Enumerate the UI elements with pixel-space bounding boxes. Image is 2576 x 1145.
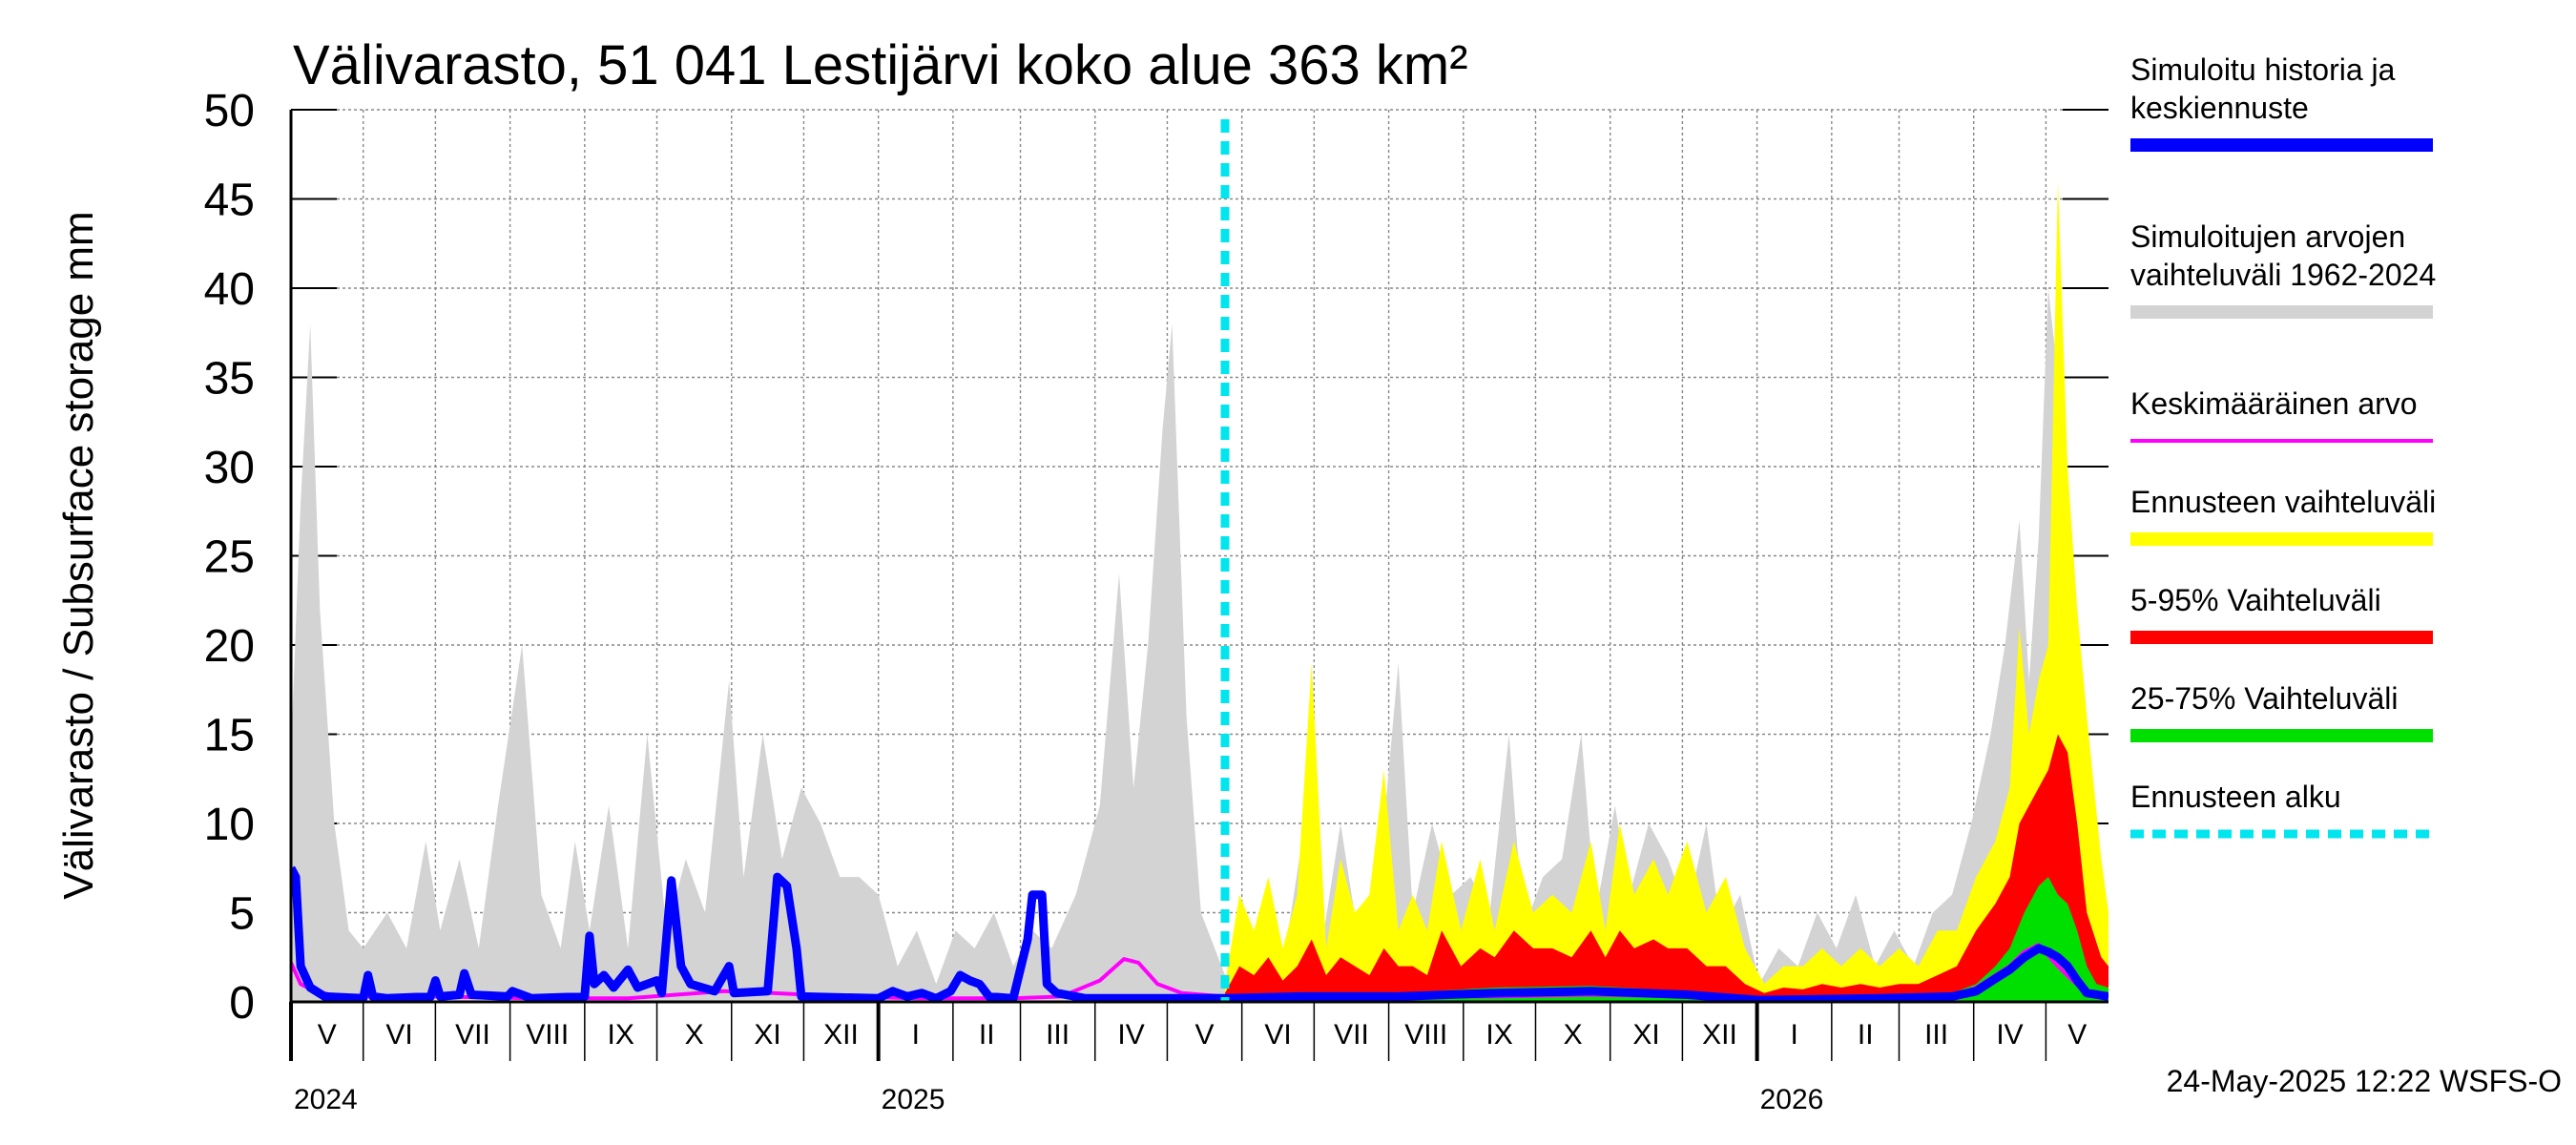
month-label: XI <box>754 1019 780 1051</box>
month-label: VIII <box>1404 1019 1447 1051</box>
month-label: IV <box>1117 1019 1144 1051</box>
legend-label: 25-75% Vaihteluväli <box>2130 681 2398 716</box>
month-label: VI <box>1264 1019 1291 1051</box>
legend-label: vaihteluväli 1962-2024 <box>2130 258 2436 292</box>
y-tick-label: 25 <box>204 532 255 583</box>
month-label: XII <box>1702 1019 1737 1051</box>
year-label: 2025 <box>882 1084 945 1115</box>
month-label: VI <box>385 1019 412 1051</box>
series-band <box>291 288 2109 1002</box>
y-tick-label: 45 <box>204 176 255 226</box>
y-tick-label: 35 <box>204 354 255 405</box>
y-tick-label: 15 <box>204 711 255 761</box>
y-tick-label: 5 <box>229 889 255 940</box>
legend-label: Simuloitu historia ja <box>2130 52 2396 87</box>
month-label: III <box>1924 1019 1948 1051</box>
timestamp-label: 24-May-2025 12:22 WSFS-O <box>2167 1064 2562 1098</box>
legend-label: Keskimääräinen arvo <box>2130 386 2418 421</box>
y-tick-label: 0 <box>229 978 255 1029</box>
y-tick-label: 50 <box>204 86 255 136</box>
y-tick-label: 10 <box>204 800 255 850</box>
legend: Simuloitu historia ja keskiennuste Simuloi… <box>2130 52 2436 839</box>
month-label: IV <box>1996 1019 2023 1051</box>
legend-label: keskiennuste <box>2130 91 2309 125</box>
legend-label: Ennusteen alku <box>2130 780 2341 814</box>
series-band <box>1225 877 2109 1002</box>
year-label: 2024 <box>294 1084 358 1115</box>
legend-label: 5-95% Vaihteluväli <box>2130 583 2381 617</box>
month-label: II <box>1858 1019 1874 1051</box>
series-group <box>291 180 2109 1002</box>
legend-label: Simuloitujen arvojen <box>2130 219 2405 254</box>
month-label: VIII <box>526 1019 569 1051</box>
legend-label: Ennusteen vaihteluväli <box>2130 485 2436 519</box>
month-label: II <box>979 1019 995 1051</box>
month-label: XI <box>1632 1019 1659 1051</box>
month-label: XII <box>823 1019 859 1051</box>
month-label: IX <box>608 1019 634 1051</box>
y-tick-label: 30 <box>204 443 255 493</box>
month-label: V <box>318 1019 337 1051</box>
month-label: V <box>1195 1019 1214 1051</box>
month-label: VII <box>1334 1019 1369 1051</box>
month-label: VII <box>455 1019 490 1051</box>
month-label: I <box>1791 1019 1798 1051</box>
chart-title: Välivarasto, 51 041 Lestijärvi koko alue… <box>293 34 1468 96</box>
month-label: X <box>685 1019 704 1051</box>
month-label: III <box>1046 1019 1070 1051</box>
y-tick-label: 20 <box>204 621 255 672</box>
month-label: I <box>912 1019 920 1051</box>
month-label: IX <box>1485 1019 1512 1051</box>
month-label: V <box>2067 1019 2087 1051</box>
year-label: 2026 <box>1760 1084 1824 1115</box>
month-label: X <box>1564 1019 1583 1051</box>
y-tick-label: 40 <box>204 264 255 315</box>
y-axis-label: Välivarasto / Subsurface storage mm <box>55 211 102 899</box>
series-line <box>291 865 2109 1002</box>
